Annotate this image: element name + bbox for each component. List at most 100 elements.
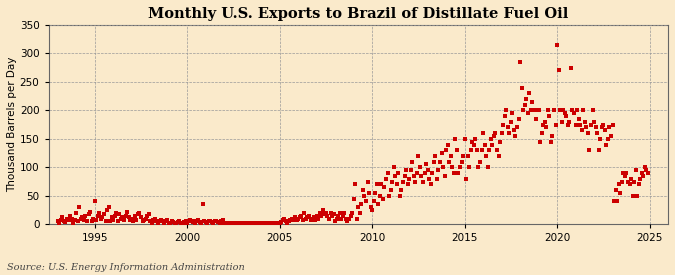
Point (66, 216, 77, 221)
Point (238, 221, 248, 225)
Point (82, 219, 92, 223)
Point (202, 220, 213, 225)
Point (352, 216, 362, 221)
Point (437, 165, 448, 169)
Point (369, 199, 379, 204)
Point (298, 218, 308, 222)
Point (267, 221, 277, 225)
Point (532, 108, 543, 112)
Point (310, 218, 321, 222)
Point (598, 122, 609, 127)
Point (198, 219, 209, 224)
Point (456, 160, 467, 164)
Point (572, 108, 583, 112)
Point (159, 220, 169, 225)
Point (157, 219, 168, 224)
Point (209, 219, 220, 224)
Point (315, 211, 325, 215)
Point (367, 208, 377, 212)
Point (291, 218, 302, 222)
Point (120, 213, 131, 218)
Point (436, 151, 447, 155)
Point (439, 174, 450, 178)
Point (290, 215, 300, 220)
Point (561, 114, 572, 118)
Point (394, 194, 405, 198)
Point (404, 177, 414, 181)
Point (490, 131, 501, 135)
Point (300, 216, 311, 221)
Point (570, 122, 581, 127)
Point (529, 108, 539, 112)
Point (137, 219, 148, 223)
Point (544, 114, 555, 118)
Point (103, 205, 114, 209)
Point (484, 148, 495, 152)
Point (515, 60, 526, 64)
Point (252, 221, 263, 225)
Point (220, 221, 231, 225)
Point (392, 182, 402, 187)
Point (174, 219, 185, 224)
Point (250, 221, 261, 225)
Point (447, 165, 458, 169)
Point (364, 191, 375, 195)
Point (225, 221, 236, 225)
Point (458, 154, 468, 158)
Point (124, 215, 134, 220)
Point (350, 182, 360, 187)
Point (136, 215, 146, 220)
Point (70, 218, 80, 222)
Point (551, 43, 562, 47)
Point (379, 185, 390, 189)
Point (605, 134, 616, 138)
Point (240, 221, 251, 225)
Point (479, 142, 490, 147)
Point (584, 148, 595, 152)
Point (274, 220, 285, 225)
Point (618, 171, 628, 175)
Point (358, 188, 369, 192)
Point (285, 218, 296, 222)
Point (554, 68, 564, 73)
Point (296, 213, 306, 218)
Point (407, 160, 418, 164)
Point (495, 139, 506, 144)
Point (345, 213, 356, 218)
Point (68, 220, 78, 225)
Point (268, 221, 279, 225)
Point (608, 122, 618, 127)
Point (182, 220, 192, 225)
Point (153, 220, 163, 225)
Point (550, 122, 561, 127)
Point (354, 211, 365, 215)
Point (444, 160, 455, 164)
Point (132, 212, 143, 216)
Point (633, 182, 644, 187)
Point (376, 182, 387, 187)
Point (628, 179, 639, 184)
Point (597, 125, 608, 130)
Point (586, 122, 597, 127)
Point (207, 220, 217, 224)
Point (257, 221, 268, 225)
Point (615, 191, 626, 195)
Point (521, 97, 532, 101)
Point (200, 220, 211, 224)
Point (519, 103, 530, 107)
Point (427, 171, 437, 175)
Point (485, 137, 496, 141)
Point (180, 219, 191, 223)
Point (185, 218, 196, 222)
Point (131, 218, 142, 222)
Point (592, 131, 603, 135)
Point (454, 165, 465, 169)
Point (535, 139, 545, 144)
Point (442, 142, 453, 147)
Point (556, 120, 567, 124)
Point (214, 220, 225, 225)
Point (59, 219, 70, 223)
Point (205, 219, 216, 223)
Point (140, 216, 151, 221)
Point (382, 171, 393, 175)
